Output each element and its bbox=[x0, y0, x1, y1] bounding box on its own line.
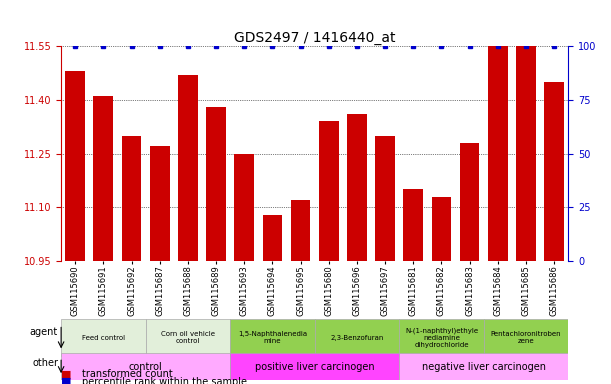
Bar bbox=[263, 215, 282, 261]
Bar bbox=[484, 319, 568, 357]
Text: agent: agent bbox=[30, 327, 58, 337]
Bar bbox=[459, 143, 480, 261]
Bar bbox=[230, 319, 315, 357]
Text: Corn oil vehicle
control: Corn oil vehicle control bbox=[161, 331, 215, 344]
Text: positive liver carcinogen: positive liver carcinogen bbox=[255, 362, 375, 372]
Bar bbox=[178, 75, 198, 261]
Bar bbox=[150, 146, 170, 261]
Bar bbox=[375, 136, 395, 261]
Text: control: control bbox=[129, 362, 163, 372]
Bar bbox=[291, 200, 310, 261]
Bar bbox=[399, 319, 484, 357]
Bar bbox=[122, 136, 141, 261]
Bar bbox=[93, 96, 113, 261]
Bar bbox=[65, 71, 85, 261]
Bar bbox=[145, 319, 230, 357]
Bar bbox=[544, 82, 564, 261]
Text: Feed control: Feed control bbox=[82, 335, 125, 341]
Text: transformed count: transformed count bbox=[82, 369, 174, 379]
Text: N-(1-naphthyl)ethyle
nediamine
dihydrochloride: N-(1-naphthyl)ethyle nediamine dihydroch… bbox=[405, 328, 478, 348]
Bar bbox=[206, 107, 226, 261]
Text: 2,3-Benzofuran: 2,3-Benzofuran bbox=[330, 335, 384, 341]
Bar bbox=[230, 353, 399, 380]
Text: negative liver carcinogen: negative liver carcinogen bbox=[422, 362, 546, 372]
Bar bbox=[403, 189, 423, 261]
Text: 1,5-Naphthalenedia
mine: 1,5-Naphthalenedia mine bbox=[238, 331, 307, 344]
Bar bbox=[399, 353, 568, 380]
Bar bbox=[488, 46, 508, 261]
Text: other: other bbox=[32, 358, 58, 368]
Bar bbox=[319, 121, 338, 261]
Bar bbox=[431, 197, 452, 261]
Bar bbox=[315, 319, 399, 357]
Text: ■: ■ bbox=[61, 377, 71, 384]
Title: GDS2497 / 1416440_at: GDS2497 / 1416440_at bbox=[234, 31, 395, 45]
Text: ■: ■ bbox=[61, 369, 71, 379]
Bar bbox=[347, 114, 367, 261]
Text: percentile rank within the sample: percentile rank within the sample bbox=[82, 377, 247, 384]
Bar bbox=[516, 46, 536, 261]
Bar bbox=[61, 353, 230, 380]
Bar bbox=[61, 319, 145, 357]
Text: Pentachloronitroben
zene: Pentachloronitroben zene bbox=[491, 331, 562, 344]
Bar bbox=[235, 154, 254, 261]
